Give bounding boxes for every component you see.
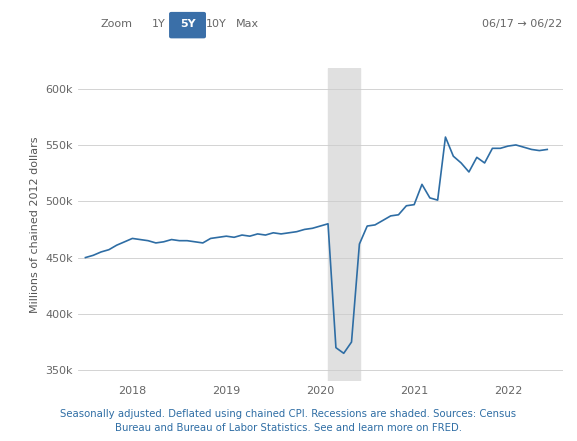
Bar (328, 68, 359, 381)
Text: Bureau and Bureau of Labor Statistics. See and learn more on FRED.: Bureau and Bureau of Labor Statistics. S… (115, 423, 462, 434)
Text: 1Y: 1Y (152, 19, 166, 29)
Text: Max: Max (235, 19, 258, 29)
Text: Zoom: Zoom (101, 19, 133, 29)
Text: Seasonally adjusted. Deflated using chained CPI. Recessions are shaded. Sources:: Seasonally adjusted. Deflated using chai… (61, 409, 516, 419)
Y-axis label: Millions of chained 2012 dollars: Millions of chained 2012 dollars (30, 137, 40, 313)
Text: 5Y: 5Y (179, 19, 196, 29)
Text: 06/17 → 06/22: 06/17 → 06/22 (482, 19, 563, 29)
Text: 10Y: 10Y (206, 19, 227, 29)
